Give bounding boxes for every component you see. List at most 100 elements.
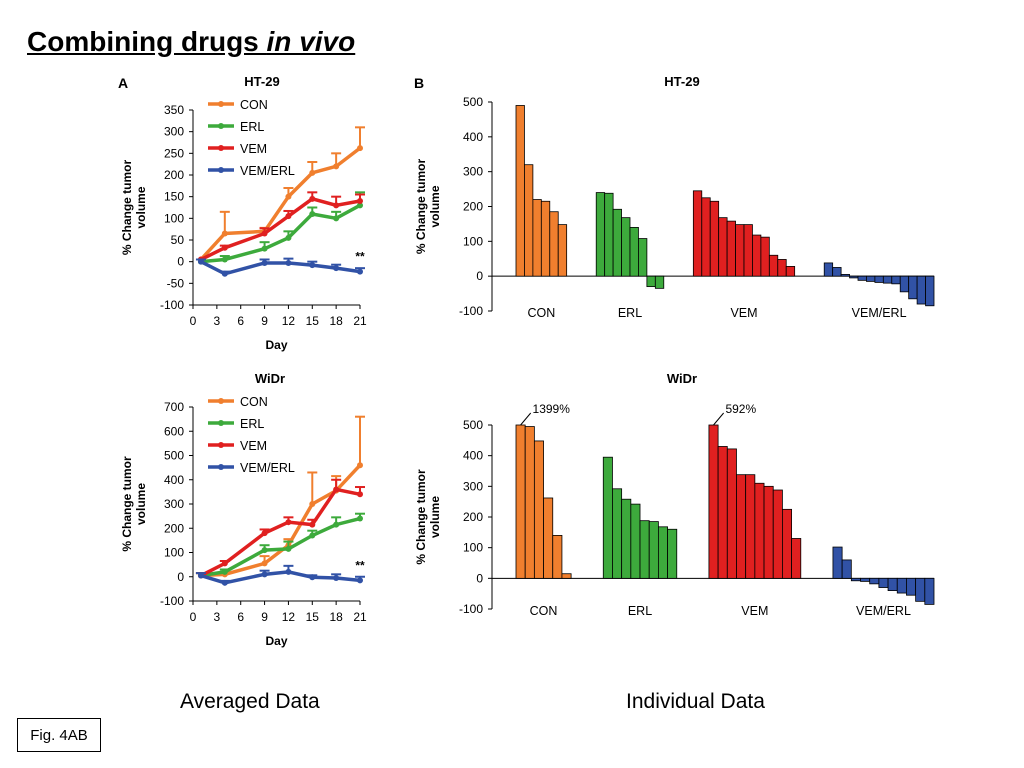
annotation-leader: [520, 412, 532, 426]
bar: [768, 254, 779, 277]
chart-title: WiDr: [255, 371, 285, 386]
legend-label: CON: [240, 395, 268, 409]
bar: [726, 220, 736, 277]
bar: [841, 559, 852, 579]
bar: [752, 234, 762, 277]
bar: [552, 535, 563, 579]
bar: [908, 275, 918, 300]
data-point: [357, 202, 363, 209]
bar: [524, 426, 535, 579]
figure-label: Fig. 4AB: [17, 718, 101, 752]
bar: [823, 262, 834, 277]
data-point: [285, 259, 292, 266]
data-point: [285, 234, 292, 241]
bar: [524, 164, 534, 277]
data-point: [309, 195, 316, 202]
data-point: [333, 163, 340, 170]
bar-chart-1: B HT-29 -100 0 100 200 300 400 500 % Change tumor…: [414, 74, 935, 320]
y-tick-label: 300: [463, 479, 483, 493]
y-tick-label: 500: [463, 418, 483, 432]
data-point: [261, 230, 268, 237]
series-vem-erl: [195, 257, 365, 277]
data-point: [357, 145, 363, 152]
y-tick-label: 0: [476, 571, 483, 585]
bar: [745, 474, 756, 579]
data-point: [221, 270, 228, 277]
y-tick-label: 500: [463, 95, 483, 109]
y-axis-label-line1: % Change tumor: [414, 159, 428, 255]
y-tick-label: 250: [164, 146, 184, 160]
legend-marker: [218, 145, 224, 151]
y-axis-label-line1: % Change tumor: [120, 160, 134, 256]
y-tick-label: 300: [164, 125, 184, 139]
x-tick-label: 12: [282, 314, 296, 328]
data-point: [357, 462, 363, 469]
y-axis-label-line1: % Change tumor: [414, 469, 428, 565]
bar: [735, 224, 745, 277]
y-tick-label: 50: [171, 233, 185, 247]
data-point: [221, 579, 228, 586]
legend-label: CON: [240, 98, 268, 112]
x-axis-label: Day: [265, 634, 287, 648]
bar: [708, 424, 719, 579]
y-tick-label: 350: [164, 103, 184, 117]
bar: [726, 448, 737, 579]
x-tick-label: 9: [261, 314, 268, 328]
y-tick-label: -50: [167, 276, 185, 290]
bar: [639, 520, 650, 579]
data-point: [309, 262, 316, 269]
bar: [543, 497, 554, 579]
bar: [878, 577, 889, 588]
y-axis-label-line2: volume: [134, 186, 148, 228]
x-tick-label: 15: [306, 610, 320, 624]
bar: [763, 485, 774, 579]
bar: [648, 521, 659, 579]
bar: [760, 236, 770, 277]
bar: [515, 105, 525, 277]
legend-marker: [218, 101, 224, 107]
x-tick-label: 3: [214, 610, 221, 624]
chart-title: WiDr: [667, 371, 697, 386]
bar: [646, 275, 656, 288]
bar: [667, 528, 678, 579]
series-con: [195, 415, 365, 579]
bar: [630, 503, 641, 579]
chart-title: HT-29: [664, 74, 699, 89]
y-tick-label: 500: [164, 449, 184, 463]
y-tick-label: 200: [164, 521, 184, 535]
bar: [612, 488, 623, 579]
data-point: [333, 265, 340, 272]
bar: [832, 546, 843, 579]
bar: [849, 275, 859, 279]
data-point: [285, 193, 292, 200]
bar: [791, 538, 802, 579]
annotation-leader: [713, 412, 725, 426]
bar-group-vem: VEM: [692, 190, 796, 320]
panel-letter: A: [118, 75, 128, 91]
y-tick-label: 600: [164, 424, 184, 438]
series-con: [197, 126, 365, 263]
y-tick-label: 400: [463, 449, 483, 463]
x-tick-label: 21: [353, 314, 367, 328]
legend-marker: [218, 442, 224, 448]
series-erl: [195, 512, 365, 579]
legend-label: ERL: [240, 120, 264, 134]
y-tick-label: -100: [160, 298, 184, 312]
group-label: CON: [530, 604, 558, 618]
bar-group-erl: ERL: [595, 192, 665, 320]
data-point: [221, 230, 228, 237]
bar-group-erl: ERL: [602, 456, 678, 618]
data-point: [357, 515, 363, 522]
legend-marker: [218, 464, 224, 470]
y-axis-label-line2: volume: [428, 185, 442, 227]
y-tick-label: 0: [177, 255, 184, 269]
bar: [621, 217, 631, 277]
bar-group-con: CON: [515, 424, 572, 618]
bar: [654, 275, 665, 289]
bar: [772, 489, 783, 579]
y-axis-label-line2: volume: [134, 483, 148, 525]
data-point: [261, 547, 268, 554]
legend-label: VEM: [240, 142, 267, 156]
bar: [887, 577, 898, 591]
